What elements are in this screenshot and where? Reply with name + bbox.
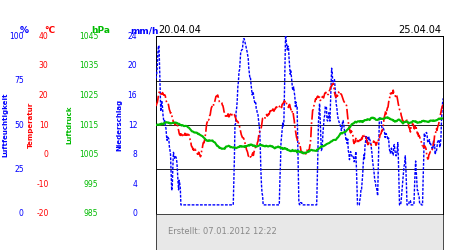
Text: 16: 16 — [128, 91, 137, 100]
Text: -10: -10 — [36, 180, 49, 189]
Text: Niederschlag: Niederschlag — [116, 99, 122, 151]
Text: 8: 8 — [132, 150, 137, 159]
Text: 30: 30 — [39, 61, 49, 70]
Text: hPa: hPa — [91, 26, 110, 35]
Text: °C: °C — [44, 26, 55, 35]
Text: 25: 25 — [14, 165, 24, 174]
Text: 24: 24 — [128, 32, 137, 41]
Text: 20: 20 — [128, 61, 137, 70]
Text: 75: 75 — [14, 76, 24, 85]
Text: 0: 0 — [19, 209, 24, 218]
Text: Erstellt: 07.01.2012 12:22: Erstellt: 07.01.2012 12:22 — [168, 228, 276, 236]
Text: -20: -20 — [36, 209, 49, 218]
Text: 25.04.04: 25.04.04 — [398, 25, 441, 35]
Text: Temperatur: Temperatur — [27, 102, 34, 148]
Text: mm/h: mm/h — [130, 26, 159, 35]
Text: 20.04.04: 20.04.04 — [158, 25, 201, 35]
Text: 10: 10 — [39, 120, 49, 130]
Text: 0: 0 — [44, 150, 49, 159]
Text: 100: 100 — [9, 32, 24, 41]
Text: 40: 40 — [39, 32, 49, 41]
Text: 20: 20 — [39, 91, 49, 100]
Text: Luftfeuchtigkeit: Luftfeuchtigkeit — [2, 93, 9, 157]
Text: %: % — [19, 26, 28, 35]
Text: 985: 985 — [84, 209, 98, 218]
Text: 995: 995 — [84, 180, 98, 189]
Text: 1035: 1035 — [79, 61, 98, 70]
Text: 12: 12 — [128, 120, 137, 130]
Text: 0: 0 — [132, 209, 137, 218]
Text: 1005: 1005 — [79, 150, 98, 159]
Text: 1045: 1045 — [79, 32, 98, 41]
Text: 50: 50 — [14, 120, 24, 130]
Text: 1015: 1015 — [79, 120, 98, 130]
Text: 1025: 1025 — [79, 91, 98, 100]
Text: Luftdruck: Luftdruck — [67, 106, 73, 144]
Text: 4: 4 — [132, 180, 137, 189]
